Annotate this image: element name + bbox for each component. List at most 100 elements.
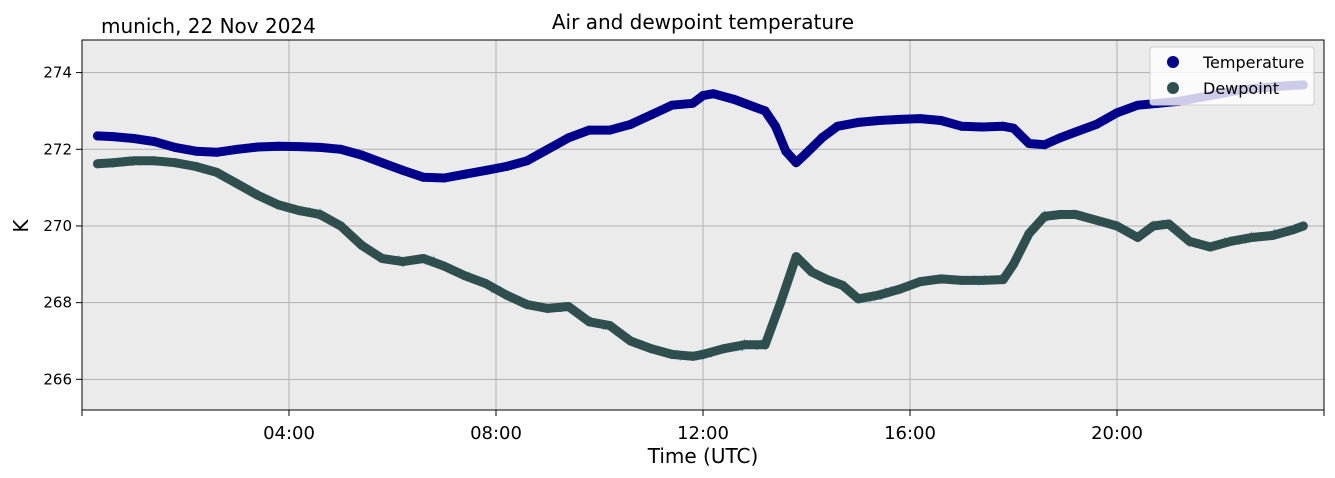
- data-point-temperature: [93, 131, 102, 141]
- data-point-dewpoint: [1288, 225, 1298, 235]
- data-point-dewpoint: [739, 340, 749, 350]
- data-point-dewpoint: [356, 240, 366, 250]
- data-point-dewpoint: [1164, 219, 1174, 229]
- data-point-dewpoint: [191, 162, 201, 171]
- data-point-dewpoint: [522, 300, 532, 310]
- data-point-dewpoint: [760, 340, 770, 350]
- x-tick-label: 16:00: [884, 423, 936, 444]
- data-point-dewpoint: [1133, 233, 1143, 242]
- data-point-temperature: [460, 169, 470, 179]
- data-point-temperature: [315, 142, 325, 152]
- data-point-temperature: [957, 121, 967, 131]
- data-point-temperature: [501, 162, 511, 171]
- data-point-temperature: [439, 173, 449, 183]
- data-point-temperature: [771, 121, 780, 131]
- data-point-dewpoint: [1112, 221, 1122, 231]
- data-point-temperature: [1133, 100, 1143, 110]
- data-point-temperature: [377, 158, 387, 168]
- data-point-temperature: [129, 134, 139, 143]
- data-point-dewpoint: [212, 167, 222, 177]
- data-point-temperature: [108, 132, 118, 142]
- data-point-temperature: [294, 142, 304, 152]
- data-point-temperature: [212, 147, 222, 157]
- data-point-temperature: [781, 146, 791, 156]
- data-point-temperature: [833, 121, 842, 131]
- data-point-temperature: [1055, 133, 1065, 143]
- data-point-dewpoint: [936, 274, 946, 284]
- data-point-temperature: [729, 94, 739, 104]
- data-point-dewpoint: [853, 294, 863, 304]
- x-axis-label: Time (UTC): [647, 444, 759, 468]
- data-point-dewpoint: [1091, 215, 1101, 225]
- data-point-temperature: [1009, 123, 1018, 133]
- x-tick-label: 20:00: [1091, 423, 1143, 444]
- data-point-temperature: [481, 165, 491, 175]
- data-point-dewpoint: [719, 344, 729, 354]
- data-point-temperature: [791, 158, 801, 168]
- data-point-dewpoint: [977, 275, 987, 285]
- data-point-dewpoint: [294, 206, 304, 216]
- data-point-temperature: [1112, 108, 1122, 118]
- data-point-dewpoint: [1071, 210, 1081, 219]
- y-tick-label: 272: [43, 140, 72, 158]
- data-point-temperature: [936, 116, 946, 125]
- data-point-dewpoint: [315, 210, 325, 219]
- data-point-temperature: [1040, 140, 1050, 150]
- data-point-temperature: [522, 156, 532, 166]
- data-point-dewpoint: [1009, 259, 1018, 269]
- x-tick-label: 12:00: [677, 423, 729, 444]
- data-point-dewpoint: [584, 317, 594, 327]
- data-point-dewpoint: [1298, 221, 1308, 231]
- chart-subtitle: munich, 22 Nov 2024: [101, 14, 316, 38]
- data-point-temperature: [853, 117, 863, 127]
- data-point-temperature: [1024, 139, 1034, 148]
- data-point-dewpoint: [688, 351, 698, 361]
- data-point-temperature: [419, 172, 428, 182]
- data-point-temperature: [356, 150, 366, 160]
- data-point-dewpoint: [170, 158, 180, 168]
- data-point-dewpoint: [419, 254, 428, 263]
- data-point-dewpoint: [129, 156, 139, 166]
- data-point-temperature: [915, 114, 925, 124]
- legend-label-temperature: Temperature: [1202, 53, 1304, 72]
- data-point-dewpoint: [1024, 229, 1034, 239]
- x-axis: 04:00 08:00 12:00 16:00 20:00: [81, 410, 1325, 444]
- data-point-temperature: [336, 144, 346, 154]
- x-tick-label: 08:00: [470, 423, 522, 444]
- data-point-dewpoint: [1205, 242, 1215, 252]
- data-point-dewpoint: [232, 179, 242, 189]
- data-point-dewpoint: [108, 158, 118, 168]
- chart-title: Air and dewpoint temperature: [552, 10, 854, 34]
- y-axis: 266 268 270 272 274: [43, 64, 82, 388]
- data-point-temperature: [232, 144, 242, 154]
- data-point-dewpoint: [253, 190, 263, 200]
- data-point-dewpoint: [1184, 236, 1194, 246]
- data-point-temperature: [605, 125, 615, 135]
- data-point-temperature: [170, 142, 180, 152]
- data-point-temperature: [688, 98, 698, 108]
- data-point-temperature: [750, 102, 760, 112]
- y-tick-label: 268: [43, 294, 72, 312]
- data-point-temperature: [191, 146, 201, 156]
- data-point-dewpoint: [1148, 221, 1158, 231]
- data-point-dewpoint: [915, 277, 925, 287]
- y-tick-label: 274: [43, 64, 72, 82]
- legend-marker-dewpoint: [1167, 82, 1179, 94]
- data-point-temperature: [802, 148, 811, 158]
- data-point-dewpoint: [698, 349, 708, 359]
- data-point-dewpoint: [605, 321, 615, 331]
- data-point-temperature: [874, 116, 884, 125]
- data-point-dewpoint: [822, 275, 832, 285]
- data-point-temperature: [817, 133, 827, 143]
- data-point-dewpoint: [377, 254, 387, 263]
- data-point-temperature: [626, 119, 635, 129]
- data-point-dewpoint: [791, 252, 801, 262]
- data-point-dewpoint: [336, 221, 346, 231]
- data-point-dewpoint: [274, 200, 284, 210]
- data-point-temperature: [398, 165, 408, 175]
- data-point-temperature: [977, 122, 987, 132]
- data-point-dewpoint: [776, 298, 786, 308]
- data-point-dewpoint: [564, 302, 573, 311]
- data-point-dewpoint: [807, 267, 817, 277]
